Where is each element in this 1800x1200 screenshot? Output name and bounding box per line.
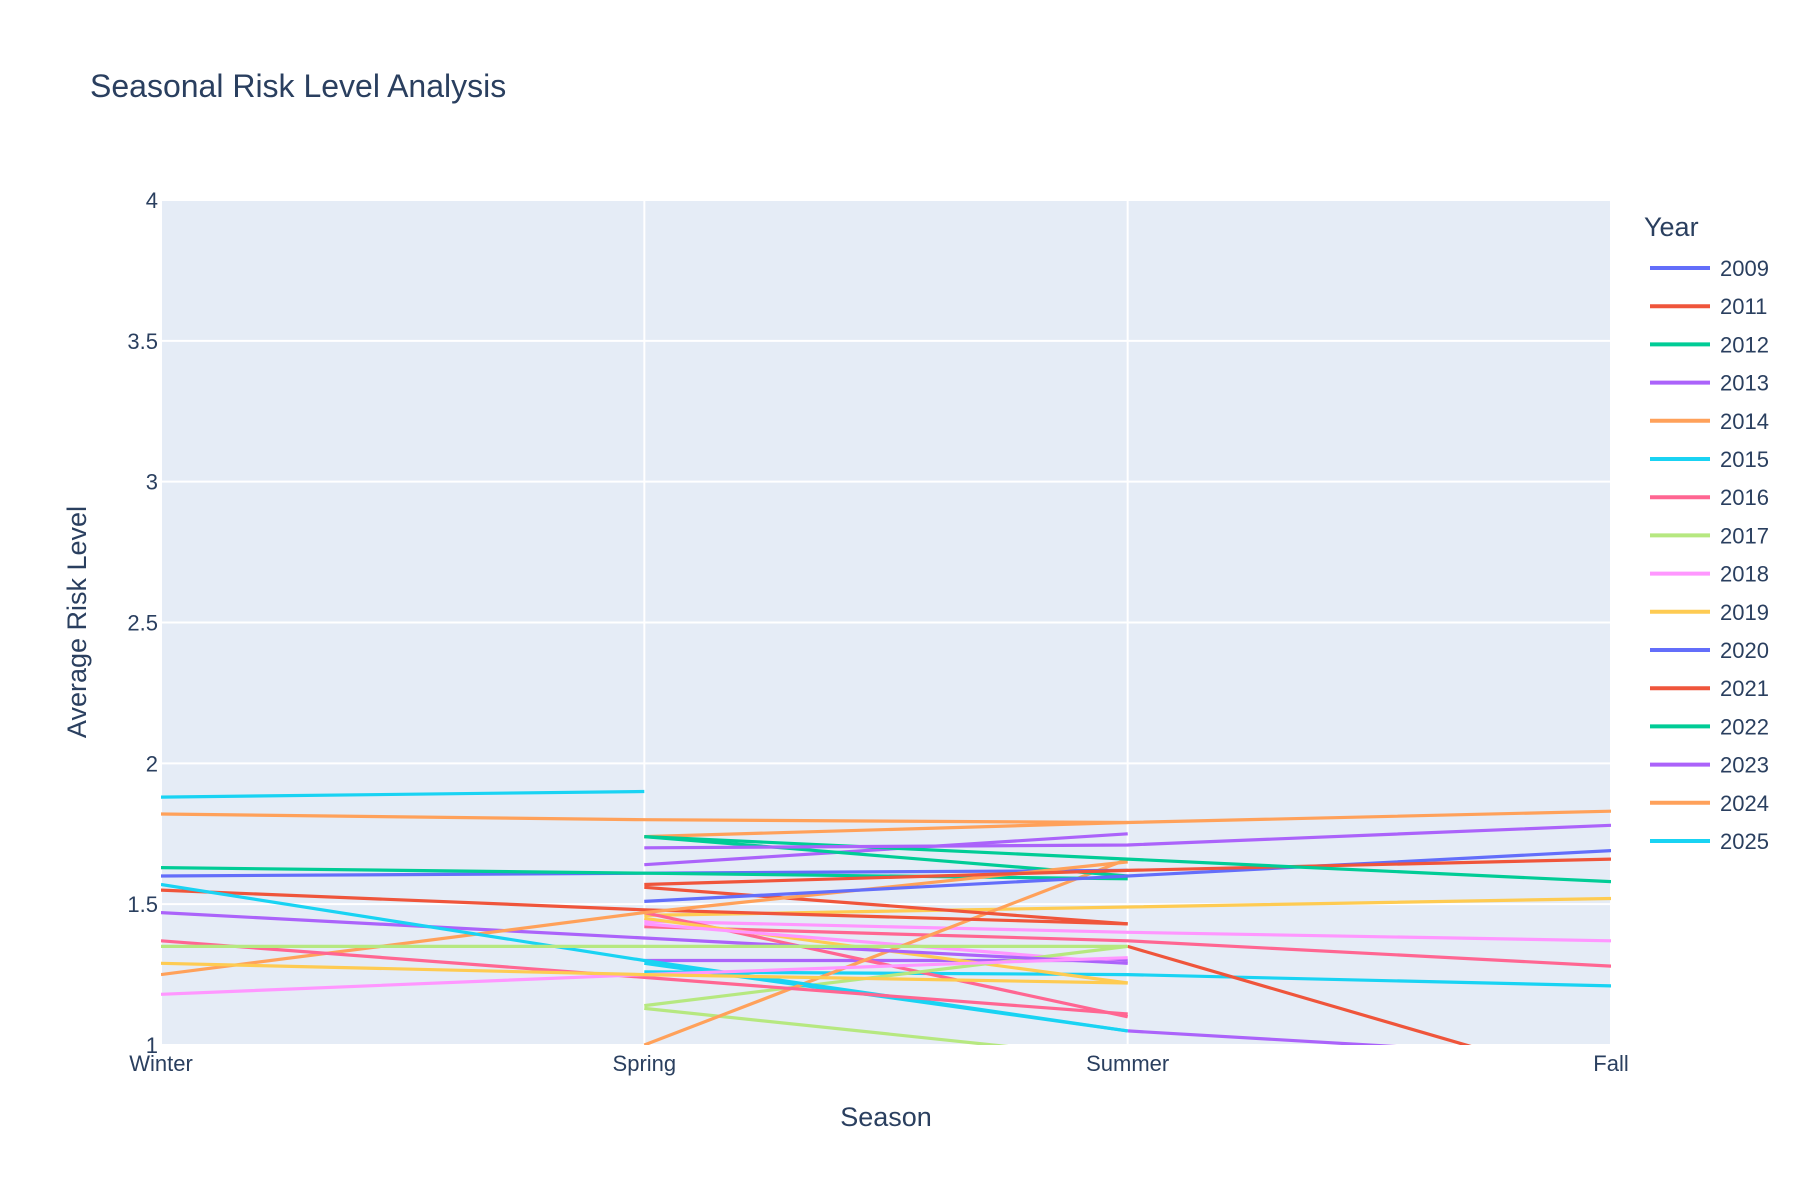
legend-item-2016[interactable]: 2016: [1650, 485, 1769, 510]
legend-item-2020[interactable]: 2020: [1650, 638, 1769, 663]
legend-label: 2024: [1720, 791, 1769, 816]
legend-label: 2018: [1720, 562, 1769, 587]
legend-label: 2014: [1720, 409, 1769, 434]
legend-label: 2012: [1720, 332, 1769, 357]
series-line: [644, 919, 1611, 943]
series-line-2016: [161, 939, 1128, 1016]
series-line-2024: [161, 809, 1611, 825]
series-line: [1127, 944, 1472, 1045]
legend-item-2021[interactable]: 2021: [1650, 676, 1769, 701]
legend-items: 2009 2011 2012 2013 2014 2015 2016 2017 2018 2019…: [1650, 256, 1769, 854]
x-tick-label: Winter: [129, 1051, 193, 1076]
series-line-2023: [644, 823, 1611, 850]
legend-item-2022[interactable]: 2022: [1650, 714, 1769, 739]
legend-label: 2020: [1720, 638, 1769, 663]
series-line-2011: [161, 888, 1128, 926]
y-tick-label: 3.5: [127, 329, 158, 354]
series-line: [644, 885, 1128, 926]
series-line: [644, 970, 1611, 988]
legend-item-2009[interactable]: 2009: [1650, 256, 1769, 281]
x-tick-label: Spring: [613, 1051, 677, 1076]
legend-item-2011[interactable]: 2011: [1650, 294, 1767, 319]
legend-label: 2013: [1720, 371, 1769, 396]
legend-label: 2009: [1720, 256, 1769, 281]
series-line: [644, 1006, 1009, 1045]
series-line-2022: [644, 835, 1611, 884]
y-tick-label: 2.5: [127, 611, 158, 636]
legend-label: 2017: [1720, 523, 1769, 548]
series-line-2019: [161, 961, 1128, 985]
legend-label: 2016: [1720, 485, 1769, 510]
series-line: [644, 925, 1611, 968]
legend-item-2015[interactable]: 2015: [1650, 447, 1769, 472]
legend-item-2023[interactable]: 2023: [1650, 753, 1769, 778]
legend-item-2012[interactable]: 2012: [1650, 332, 1769, 357]
legend-label: 2022: [1720, 714, 1769, 739]
legend-item-2025[interactable]: 2025: [1650, 829, 1769, 854]
series-line-2013: [161, 911, 1128, 965]
y-axis-title: Average Risk Level: [62, 506, 92, 738]
x-tick-label: Fall: [1593, 1051, 1628, 1076]
x-tick-label: Summer: [1086, 1051, 1169, 1076]
series-line-2025: [161, 789, 645, 799]
legend-item-2013[interactable]: 2013: [1650, 371, 1769, 396]
x-axis-title: Season: [840, 1102, 932, 1132]
y-tick-label: 4: [146, 188, 158, 213]
legend-item-2014[interactable]: 2014: [1650, 409, 1769, 434]
legend-label: 2021: [1720, 676, 1769, 701]
series-line-2021: [644, 857, 1611, 887]
chart-title: Seasonal Risk Level Analysis: [90, 68, 507, 104]
series-line: [644, 896, 1611, 917]
series-line-2020: [644, 849, 1611, 903]
legend-item-2024[interactable]: 2024: [1650, 791, 1769, 816]
series-line-2012: [161, 866, 1128, 881]
series-lines: [161, 789, 1611, 1045]
legend-title: Year: [1644, 212, 1699, 242]
series-line: [644, 944, 1128, 1008]
legend-label: 2025: [1720, 829, 1769, 854]
legend-item-2018[interactable]: 2018: [1650, 562, 1769, 587]
y-tick-label: 2: [146, 751, 158, 776]
legend-label: 2019: [1720, 600, 1769, 625]
legend-label: 2011: [1720, 294, 1767, 319]
series-line: [644, 820, 1128, 839]
legend-item-2017[interactable]: 2017: [1650, 523, 1769, 548]
series-line: [1127, 1029, 1397, 1045]
y-axis-ticks: 1 1.5 2 2.5 3 3.5 4: [127, 188, 158, 1058]
series-line-2015: [161, 882, 1128, 1033]
legend: Year 2009 2011 2012 2013 2014 2015 2016 2017 201…: [1644, 212, 1769, 854]
legend-item-2019[interactable]: 2019: [1650, 600, 1769, 625]
y-tick-label: 1.5: [127, 892, 158, 917]
legend-label: 2023: [1720, 753, 1769, 778]
legend-label: 2015: [1720, 447, 1769, 472]
x-axis-ticks: Winter Spring Summer Fall: [129, 1051, 1629, 1076]
y-tick-label: 3: [146, 470, 158, 495]
y-tick-label: 1: [146, 1033, 158, 1058]
gridlines: [160, 199, 1612, 1046]
